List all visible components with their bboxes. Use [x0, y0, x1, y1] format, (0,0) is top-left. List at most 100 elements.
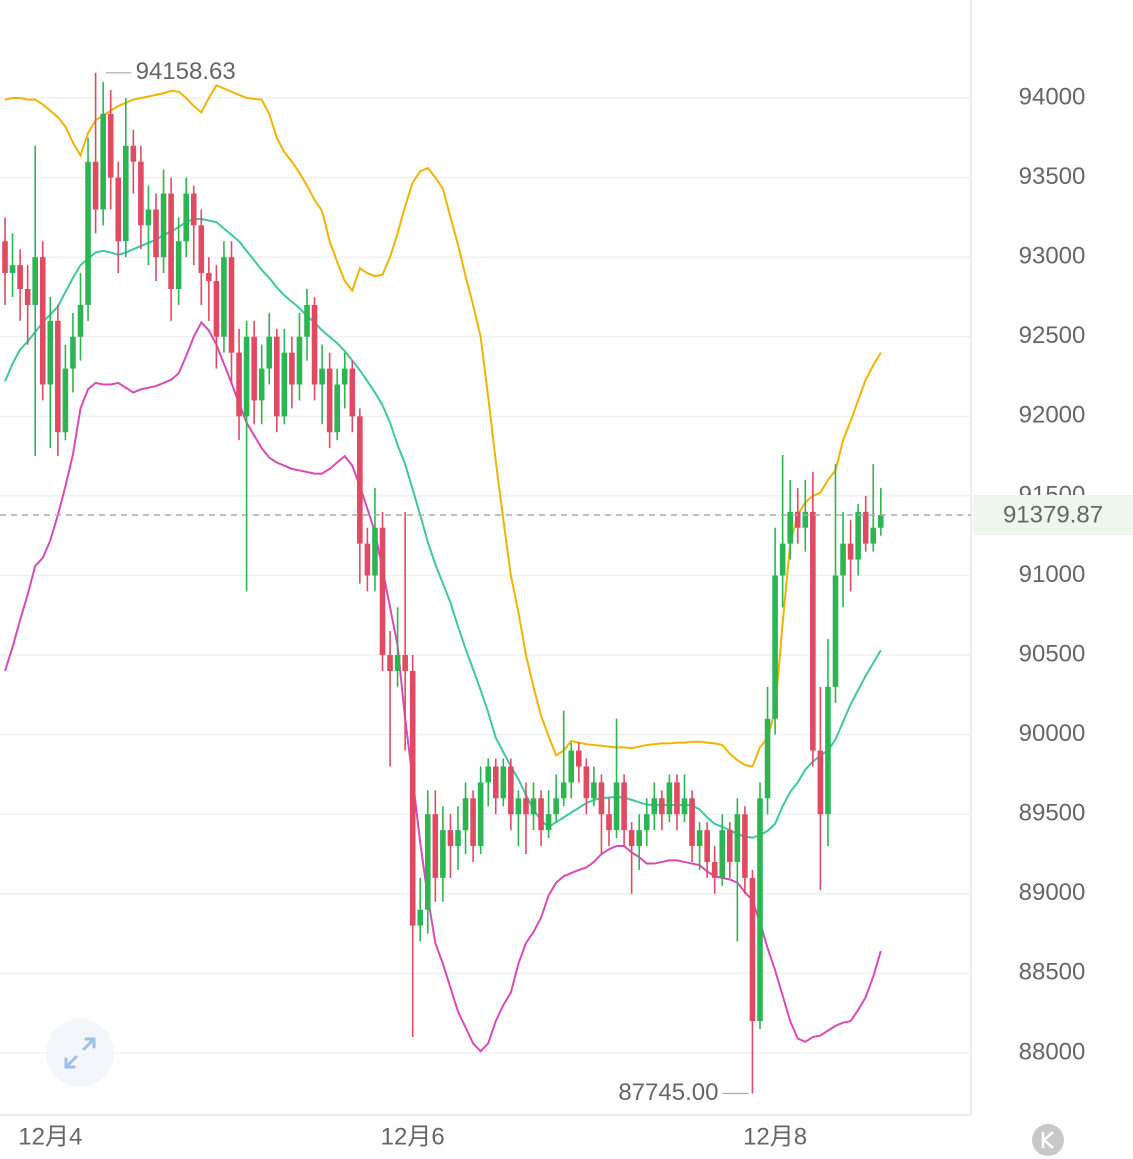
expand-icon: [64, 1037, 96, 1069]
candle-body: [32, 257, 38, 305]
candle-body: [674, 782, 680, 815]
candle-body: [175, 241, 182, 290]
candle-body: [326, 368, 333, 433]
candle-body: [107, 113, 114, 178]
candle-body: [24, 289, 31, 305]
candle-body: [628, 830, 635, 847]
bollinger-band: [4, 320, 882, 1053]
y-tick-label: 91000: [1019, 561, 1086, 588]
candle-body: [560, 782, 567, 799]
candle-body: [319, 368, 325, 385]
candle-body: [47, 320, 54, 385]
expand-button-bg[interactable]: [46, 1019, 114, 1087]
candle-body: [92, 161, 99, 210]
last-price-tag: [973, 495, 1133, 536]
expand-button[interactable]: [46, 1019, 114, 1087]
candle-body: [681, 798, 688, 815]
candle-body: [840, 543, 846, 576]
candle-body: [183, 193, 189, 242]
candle-body: [334, 384, 340, 433]
candle-body: [379, 527, 386, 656]
candle-body: [455, 830, 461, 847]
candle-body: [500, 766, 507, 799]
candle-body: [545, 814, 552, 831]
x-tick-label: 12月8: [743, 1123, 807, 1150]
candle-body: [281, 352, 288, 417]
candle-body: [810, 511, 816, 751]
candle-body: [477, 782, 484, 847]
candle-body: [636, 830, 642, 847]
candle-body: [228, 257, 235, 353]
candle-body: [304, 304, 310, 337]
candle-body: [666, 782, 673, 815]
candle-body: [598, 782, 605, 815]
candle-body: [802, 511, 809, 528]
y-tick-label: 89500: [1019, 800, 1086, 827]
candle-body: [772, 575, 778, 719]
candle-body: [168, 193, 174, 290]
candle-body: [236, 352, 242, 417]
candle-body: [221, 257, 227, 337]
candle-body: [243, 336, 250, 417]
candle-body: [296, 336, 303, 385]
candle-body: [206, 273, 212, 282]
candle-body: [39, 257, 46, 385]
x-tick-label: 12月6: [381, 1123, 445, 1150]
candle-body: [341, 368, 348, 385]
y-tick-label: 89000: [1019, 879, 1086, 906]
candle-body: [832, 575, 839, 687]
candle-body: [787, 511, 793, 544]
candle-body: [447, 830, 454, 847]
candle-body: [757, 798, 763, 1022]
candle-body: [515, 798, 522, 815]
plot-area: [0, 72, 971, 1094]
candle-body: [432, 814, 439, 878]
candle-body: [213, 281, 220, 337]
candle-body: [274, 336, 280, 417]
candle-body: [394, 655, 401, 671]
candle-body: [568, 750, 575, 783]
candle-body: [311, 304, 318, 385]
y-tick-label: 92500: [1019, 322, 1086, 349]
candle-body: [387, 655, 393, 671]
candle-body: [425, 814, 431, 910]
candle-body: [289, 352, 295, 385]
candle-body: [508, 766, 514, 815]
candle-body: [251, 336, 257, 401]
candle-body: [266, 336, 273, 369]
candle-body: [462, 798, 469, 831]
candle-body: [258, 368, 265, 401]
candle-body: [711, 861, 718, 878]
candle-body: [9, 265, 16, 274]
candle-body: [153, 209, 159, 258]
candle-body: [583, 766, 590, 799]
candle-body: [417, 909, 424, 926]
candle-body: [357, 416, 363, 544]
candle-body: [85, 161, 91, 305]
candle-body: [870, 527, 877, 544]
candle-body: [372, 527, 378, 576]
k-button-bg[interactable]: [1032, 1124, 1064, 1156]
candle-body: [70, 336, 76, 369]
candle-body: [530, 798, 537, 815]
candle-body: [538, 798, 544, 831]
candle-body: [402, 655, 408, 671]
candle-body: [606, 814, 612, 831]
candle-body: [55, 320, 61, 433]
candle-body: [817, 750, 824, 815]
k-button[interactable]: [1032, 1124, 1064, 1156]
candle-body: [160, 193, 167, 258]
candle-body: [115, 177, 122, 242]
candle-body: [123, 145, 129, 242]
candle-body: [742, 814, 748, 878]
candle-body: [643, 814, 650, 831]
candle-body: [145, 209, 152, 226]
max-label: 94158.63: [136, 58, 236, 85]
candle-body: [651, 798, 658, 815]
candle-body: [659, 798, 665, 815]
candle-body: [349, 368, 356, 417]
y-tick-label: 94000: [1019, 83, 1086, 110]
y-tick-label: 93500: [1019, 163, 1086, 190]
